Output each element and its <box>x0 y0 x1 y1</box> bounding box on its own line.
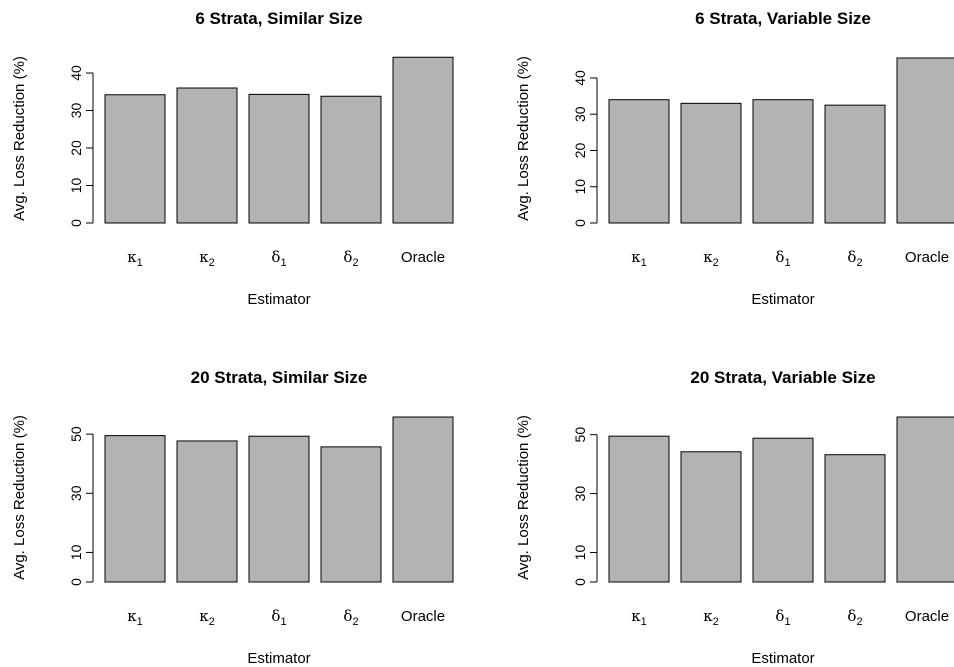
y-tick-label: 30 <box>572 106 588 122</box>
x-axis-label: Estimator <box>751 291 814 308</box>
x-tick-label: δ1 <box>271 248 286 269</box>
y-tick-label: 0 <box>68 219 84 227</box>
chart-panel-3: 20 Strata, Similar Size Avg. Loss Reducti… <box>11 368 454 667</box>
y-axis-label: Avg. Loss Reduction (%) <box>11 56 28 221</box>
bar-2 <box>248 93 310 224</box>
y-tick-label: 0 <box>572 578 588 586</box>
x-tick-label: δ2 <box>847 248 862 269</box>
chart-title: 6 Strata, Similar Size <box>195 9 362 28</box>
bar-2 <box>248 435 310 583</box>
x-tick-label: κ2 <box>199 607 215 628</box>
chart-title: 20 Strata, Similar Size <box>191 368 368 387</box>
bar-3 <box>320 446 382 583</box>
x-tick-label: δ2 <box>343 248 358 269</box>
bar-4 <box>392 56 454 224</box>
y-tick-label: 50 <box>68 426 84 442</box>
bar-2 <box>752 437 814 583</box>
y-axis-label: Avg. Loss Reduction (%) <box>515 56 532 221</box>
y-tick-label: 20 <box>572 142 588 158</box>
x-axis-label: Estimator <box>247 291 310 308</box>
x-tick-label: κ1 <box>631 607 647 628</box>
bar-1 <box>680 102 742 224</box>
x-tick-label: δ2 <box>343 607 358 628</box>
y-tick-label: 30 <box>68 103 84 119</box>
bar-3 <box>824 454 886 583</box>
bar-1 <box>680 451 742 583</box>
x-tick-label: δ1 <box>775 248 790 269</box>
bar-0 <box>104 435 166 583</box>
x-tick-label: δ1 <box>271 607 286 628</box>
bar-3 <box>320 95 382 224</box>
chart-panel-2: 6 Strata, Variable Size Avg. Loss Reducti… <box>515 9 954 308</box>
x-tick-label: κ1 <box>127 607 143 628</box>
bar-0 <box>608 435 670 583</box>
bar-1 <box>176 87 238 224</box>
y-tick-label: 0 <box>572 219 588 227</box>
x-tick-label: δ2 <box>847 607 862 628</box>
chart-title: 20 Strata, Variable Size <box>690 368 875 387</box>
chart-panel-1: 6 Strata, Similar Size Avg. Loss Reductio… <box>11 9 454 308</box>
x-axis-label: Estimator <box>751 650 814 667</box>
x-tick-label: κ1 <box>631 248 647 269</box>
bar-4 <box>896 416 954 583</box>
bar-0 <box>608 99 670 224</box>
y-tick-label: 10 <box>68 544 84 560</box>
x-tick-label: κ2 <box>703 607 719 628</box>
x-tick-label: κ1 <box>127 248 143 269</box>
x-tick-label: κ2 <box>199 248 215 269</box>
y-tick-label: 10 <box>68 178 84 194</box>
x-tick-label: Oracle <box>401 249 445 266</box>
bar-4 <box>896 57 954 224</box>
x-tick-label: δ1 <box>775 607 790 628</box>
bar-3 <box>824 104 886 224</box>
y-tick-label: 40 <box>68 65 84 81</box>
x-axis-label: Estimator <box>247 650 310 667</box>
x-tick-label: Oracle <box>401 608 445 625</box>
bar-2 <box>752 99 814 224</box>
y-tick-label: 0 <box>68 578 84 586</box>
x-tick-label: Oracle <box>905 608 949 625</box>
y-tick-label: 30 <box>572 486 588 502</box>
bar-0 <box>104 94 166 224</box>
y-tick-label: 30 <box>68 485 84 501</box>
x-tick-label: κ2 <box>703 248 719 269</box>
y-axis-label: Avg. Loss Reduction (%) <box>515 415 532 580</box>
bar-1 <box>176 440 238 583</box>
y-tick-label: 20 <box>68 140 84 156</box>
y-tick-label: 50 <box>572 427 588 443</box>
y-axis-label: Avg. Loss Reduction (%) <box>11 415 28 580</box>
bar-4 <box>392 416 454 583</box>
y-tick-label: 10 <box>572 545 588 561</box>
x-tick-label: Oracle <box>905 249 949 266</box>
chart-title: 6 Strata, Variable Size <box>695 9 871 28</box>
y-tick-label: 40 <box>572 70 588 86</box>
y-tick-label: 10 <box>572 179 588 195</box>
chart-panel-4: 20 Strata, Variable Size Avg. Loss Reduct… <box>515 368 954 667</box>
